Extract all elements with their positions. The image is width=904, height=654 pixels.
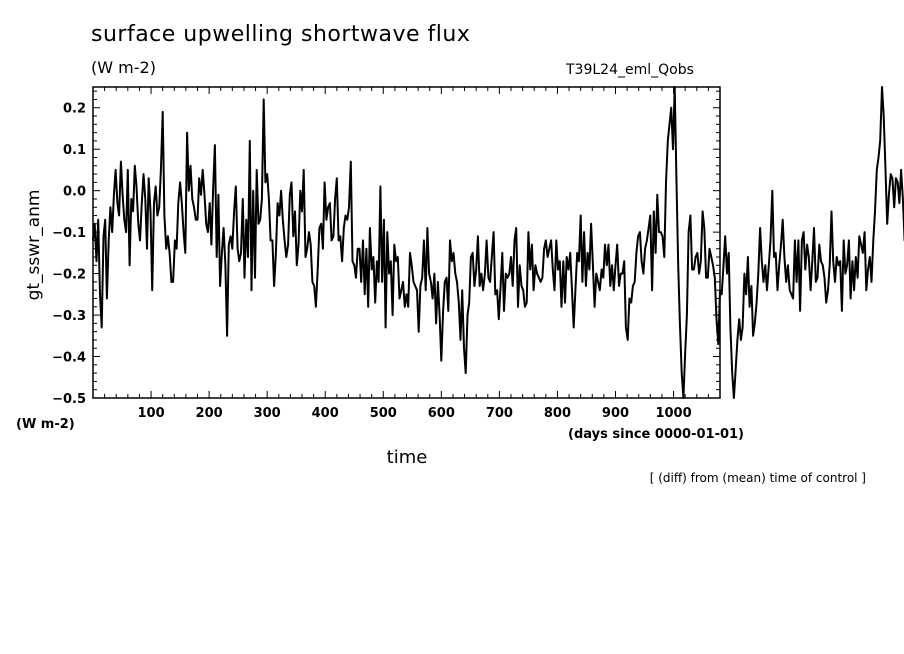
y-tick-label: −0.5	[52, 392, 86, 407]
plot-frame	[92, 86, 721, 399]
y-axis-units: (W m-2)	[16, 417, 75, 432]
x-tick-label: 400	[312, 406, 339, 421]
y-axis: 0.2 0.1 0.0 −0.1 −0.2 −0.3 −0.4 −0.5	[52, 90, 720, 407]
x-tick-label: 700	[486, 406, 513, 421]
chart-title: surface upwelling shortwave flux	[91, 22, 471, 47]
x-tick-label: 500	[370, 406, 397, 421]
y-tick-label: −0.1	[52, 226, 86, 241]
y-tick-label: −0.4	[52, 351, 86, 366]
x-tick-label: 300	[254, 406, 281, 421]
x-tick-label: 200	[196, 406, 223, 421]
y-tick-label: −0.2	[52, 268, 86, 283]
chart-subtitle: (W m-2)	[91, 58, 156, 77]
chart-note: [ (diff) from (mean) time of control ]	[650, 471, 866, 485]
x-tick-label: 800	[544, 406, 571, 421]
x-tick-label: 100	[137, 406, 164, 421]
x-axis-title: time	[387, 447, 428, 468]
x-tick-label: 900	[602, 406, 629, 421]
x-tick-label: 1000	[655, 406, 691, 421]
y-tick-label: 0.2	[63, 102, 86, 117]
y-tick-label: 0.0	[63, 185, 86, 200]
y-tick-label: 0.1	[63, 143, 86, 158]
y-axis-title: gt_sswr_anm	[24, 190, 44, 301]
series-line	[92, 86, 904, 399]
x-axis-units: (days since 0000-01-01)	[568, 427, 744, 442]
x-tick-label: 600	[428, 406, 455, 421]
run-label: T39L24_eml_Qobs	[566, 62, 694, 78]
y-tick-label: −0.3	[52, 309, 86, 324]
x-axis: 100 200 300 400 500 600 700 800 900 1000	[104, 87, 709, 421]
